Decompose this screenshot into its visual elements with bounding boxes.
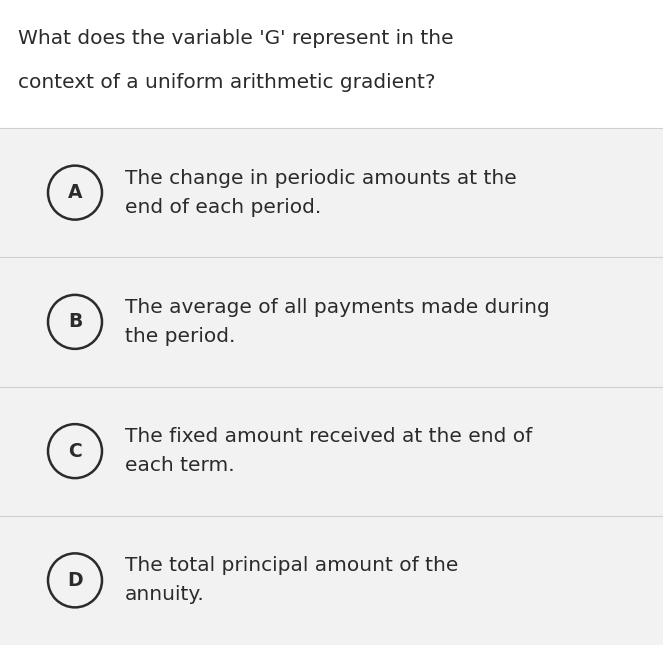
Text: A: A xyxy=(68,183,82,202)
Text: The total principal amount of the: The total principal amount of the xyxy=(125,557,458,575)
Text: The fixed amount received at the end of: The fixed amount received at the end of xyxy=(125,427,532,446)
Text: What does the variable 'G' represent in the: What does the variable 'G' represent in … xyxy=(18,28,453,48)
Text: B: B xyxy=(68,312,82,332)
Text: The change in periodic amounts at the: The change in periodic amounts at the xyxy=(125,168,516,188)
Text: end of each period.: end of each period. xyxy=(125,197,322,217)
Text: C: C xyxy=(68,442,82,461)
Text: context of a uniform arithmetic gradient?: context of a uniform arithmetic gradient… xyxy=(18,72,436,92)
Bar xyxy=(0,386,663,516)
Text: annuity.: annuity. xyxy=(125,586,205,604)
Text: D: D xyxy=(67,571,83,590)
Bar xyxy=(0,257,663,386)
Text: each term.: each term. xyxy=(125,456,235,475)
Bar xyxy=(0,516,663,645)
Text: the period.: the period. xyxy=(125,327,235,346)
Text: The average of all payments made during: The average of all payments made during xyxy=(125,298,550,317)
Bar xyxy=(0,128,663,257)
